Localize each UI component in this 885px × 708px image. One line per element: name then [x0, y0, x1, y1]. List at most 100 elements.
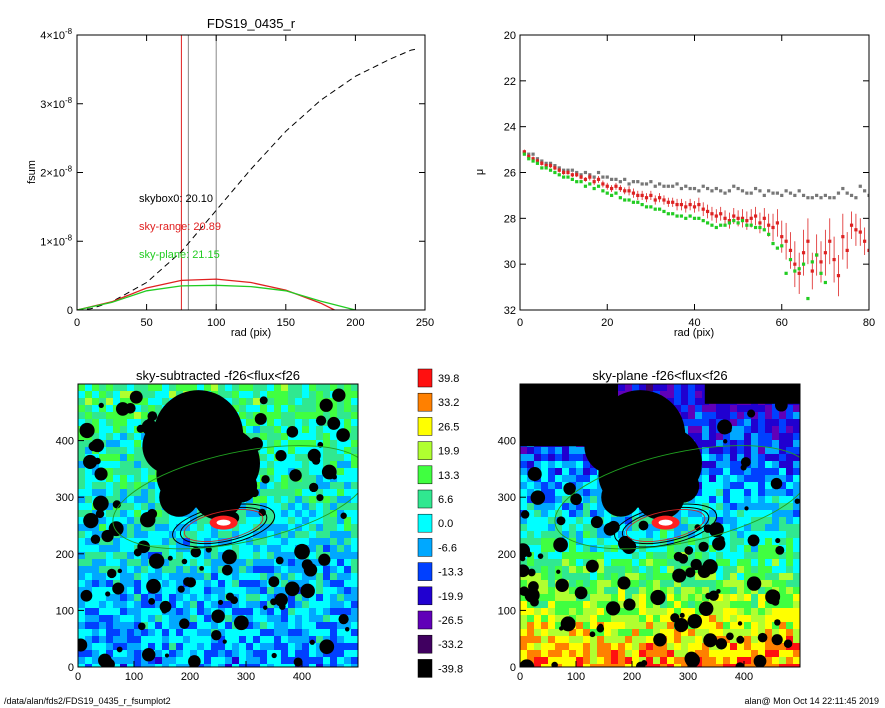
star-mask	[94, 467, 108, 481]
heat-cell	[127, 580, 135, 588]
heat-cell	[85, 545, 93, 553]
heat-cell	[569, 517, 577, 525]
heat-cell	[576, 573, 584, 581]
mu-point-48	[732, 184, 736, 188]
heat-cell	[309, 622, 317, 630]
mu-point-53	[753, 214, 758, 218]
heat-cell	[604, 510, 612, 518]
heat-cell	[176, 580, 184, 588]
heat-cell	[113, 615, 121, 623]
heat-cell	[751, 440, 759, 448]
heat-cell	[758, 468, 766, 476]
heat-cell	[85, 468, 93, 476]
heat-cell	[330, 384, 338, 392]
heat-cell	[604, 657, 612, 665]
heat-cell	[288, 615, 296, 623]
star-mask	[146, 578, 161, 594]
heat-cell	[99, 552, 107, 560]
fsum-ytick-exp-2: -8	[65, 165, 73, 174]
heat-cell	[85, 636, 93, 644]
heat-cell	[583, 545, 591, 553]
heat-cell	[316, 426, 324, 434]
heat-cell	[611, 643, 619, 651]
heat-cell	[632, 531, 640, 539]
star-mask	[685, 652, 700, 667]
heat-cell	[246, 650, 254, 658]
heat-cell	[744, 524, 752, 532]
heat-cell	[709, 489, 717, 497]
heat-cell	[786, 426, 794, 434]
heat-cell	[527, 503, 535, 511]
heat-cell	[316, 538, 324, 546]
heat-cell	[309, 475, 317, 483]
heat-cell	[134, 601, 142, 609]
mu-point-3	[535, 161, 540, 165]
heat-cell	[190, 587, 198, 595]
heat-cell	[541, 524, 549, 532]
heat-cell	[351, 531, 358, 539]
heat-cell	[618, 594, 626, 602]
heat-cell	[330, 657, 338, 665]
heat-cell	[288, 454, 296, 462]
heat-cell	[660, 559, 668, 567]
heat-cell	[274, 573, 282, 581]
heat-cell	[779, 594, 787, 602]
heat-cell	[246, 622, 254, 630]
heat-cell	[302, 405, 310, 413]
heat-cell	[344, 384, 352, 392]
heat-cell	[92, 489, 100, 497]
heat-cell	[148, 524, 156, 532]
heat-cell	[758, 629, 766, 637]
heat-cell	[78, 419, 86, 427]
mu-point-8	[557, 168, 561, 172]
heat-cell	[737, 615, 745, 623]
heat-cell	[141, 629, 149, 637]
heat-cell	[92, 426, 100, 434]
heat-cell	[786, 489, 794, 497]
heat-cell	[576, 650, 584, 658]
heat-cell	[604, 664, 612, 667]
heat-cell	[786, 636, 794, 644]
heat-cell	[106, 503, 114, 511]
star-mask	[553, 537, 568, 553]
heat-cell	[793, 468, 800, 476]
heat-cell	[106, 510, 114, 518]
heat-cell	[274, 657, 282, 665]
heat-cell	[625, 531, 633, 539]
heat-cell	[744, 433, 752, 441]
heat-cell	[246, 601, 254, 609]
heat-cell	[92, 657, 100, 665]
heat-cell	[330, 608, 338, 616]
heat-cell	[274, 664, 282, 667]
mu-point-40	[697, 202, 701, 207]
heat-cell	[793, 538, 800, 546]
mu-point-27	[640, 202, 644, 207]
heat-cell	[162, 587, 170, 595]
heat-cell	[190, 531, 198, 539]
heat-cell	[639, 594, 647, 602]
heat-cell	[520, 524, 528, 532]
heat-cell	[583, 601, 591, 609]
heat-cell	[709, 510, 717, 518]
mu-point-32	[662, 209, 666, 214]
heat-cell	[232, 391, 240, 399]
heat-cell	[113, 538, 121, 546]
heat-cell	[583, 461, 591, 469]
heat-cell	[225, 615, 233, 623]
heat-cell	[548, 657, 556, 665]
heat-cell	[730, 643, 738, 651]
mu-xlabel: rad (pix)	[674, 327, 714, 339]
heat-cell	[106, 496, 114, 504]
heat-cell	[211, 538, 219, 546]
heat-cell	[323, 545, 331, 553]
mu-point-65	[806, 196, 810, 200]
heat-cell	[695, 433, 703, 441]
heat-cell	[709, 545, 717, 553]
heat-cell	[562, 650, 570, 658]
heat-cell	[344, 510, 352, 518]
heat-cell	[127, 454, 135, 462]
heat-cell	[260, 524, 268, 532]
heat-cell	[344, 405, 352, 413]
heat-cell	[302, 461, 310, 469]
heat-cell	[120, 559, 128, 567]
